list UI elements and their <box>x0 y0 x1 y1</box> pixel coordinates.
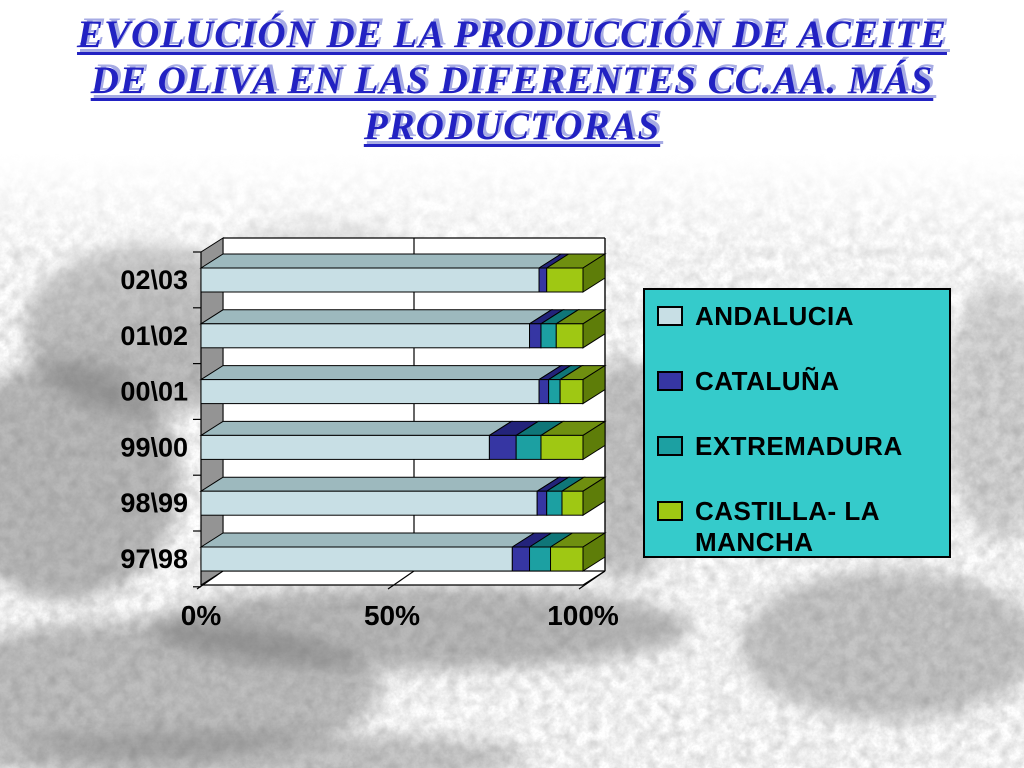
bar-segment <box>536 490 548 516</box>
bar-top-face <box>199 476 561 492</box>
legend-item: ANDALUCIA <box>657 301 943 366</box>
legend-label: ANDALUCIA <box>695 301 855 331</box>
bar-segment <box>200 323 531 349</box>
legend-swatch <box>657 371 683 391</box>
bar-segment <box>538 267 548 293</box>
x-tick-label: 100% <box>547 600 619 631</box>
legend-swatch <box>657 501 683 521</box>
category-label: 00\01 <box>120 377 188 407</box>
bar-segment <box>548 379 561 405</box>
legend-item: CATALUÑA <box>657 366 943 431</box>
slide-title-line-2: DE OLIVA EN LAS DIFERENTES CC.AA. MÁS <box>90 59 934 102</box>
bar-segment <box>529 323 542 349</box>
bar-segment <box>561 490 584 516</box>
bar-segment <box>559 379 584 405</box>
legend-swatch <box>657 436 683 456</box>
category-label: 97\98 <box>120 544 188 574</box>
bar-top-face <box>199 532 537 548</box>
slide-title-line-3: PRODUCTORAS <box>363 105 661 148</box>
x-tick-label: 0% <box>181 600 222 631</box>
legend-label: CASTILLA- LA MANCHA <box>695 496 880 557</box>
x-tick-label: 50% <box>364 600 420 631</box>
bar-top-face <box>199 365 563 381</box>
floor-right-edge <box>582 570 606 586</box>
x-axis-tick <box>387 570 415 590</box>
legend-item: EXTREMADURA <box>657 431 943 496</box>
legend-item: CASTILLA- LA MANCHA <box>657 496 943 561</box>
bar-segment <box>200 546 513 572</box>
bar-segment <box>515 434 542 460</box>
bar-top-face <box>199 309 554 325</box>
legend-label: EXTREMADURA <box>695 431 903 461</box>
bar-segment <box>555 323 584 349</box>
production-chart: 02\03 01\02 00\01 99\00 98\99 97\98 0% 50% 100% <box>120 237 619 631</box>
bar-segment <box>546 490 563 516</box>
bar-segment <box>200 490 538 516</box>
bar-top-face <box>199 420 514 436</box>
bar-segment <box>550 546 584 572</box>
bar-segment <box>540 323 557 349</box>
bar-segment <box>511 546 531 572</box>
bar-segment <box>529 546 552 572</box>
category-label: 99\00 <box>120 432 188 462</box>
bar-segment <box>540 434 584 460</box>
slide-title: EVOLUCIÓN DE LA PRODUCCIÓN DE ACEITE DE … <box>0 12 1024 150</box>
bar-segment <box>538 379 550 405</box>
chart-legend: ANDALUCIA CATALUÑA EXTREMADURA CASTILLA- LA… <box>643 288 951 558</box>
category-label: 01\02 <box>120 321 188 351</box>
bar-segment <box>488 434 517 460</box>
legend-label: CATALUÑA <box>695 366 840 396</box>
category-label: 98\99 <box>120 488 188 518</box>
bar-segment <box>546 267 584 293</box>
bar-segment <box>200 267 540 293</box>
bar-top-face <box>199 253 563 269</box>
bar-segment <box>200 379 540 405</box>
category-label: 02\03 <box>120 265 188 295</box>
legend-swatch <box>657 306 683 326</box>
bar-segment <box>200 434 490 460</box>
slide-title-line-1: EVOLUCIÓN DE LA PRODUCCIÓN DE ACEITE <box>77 13 947 56</box>
